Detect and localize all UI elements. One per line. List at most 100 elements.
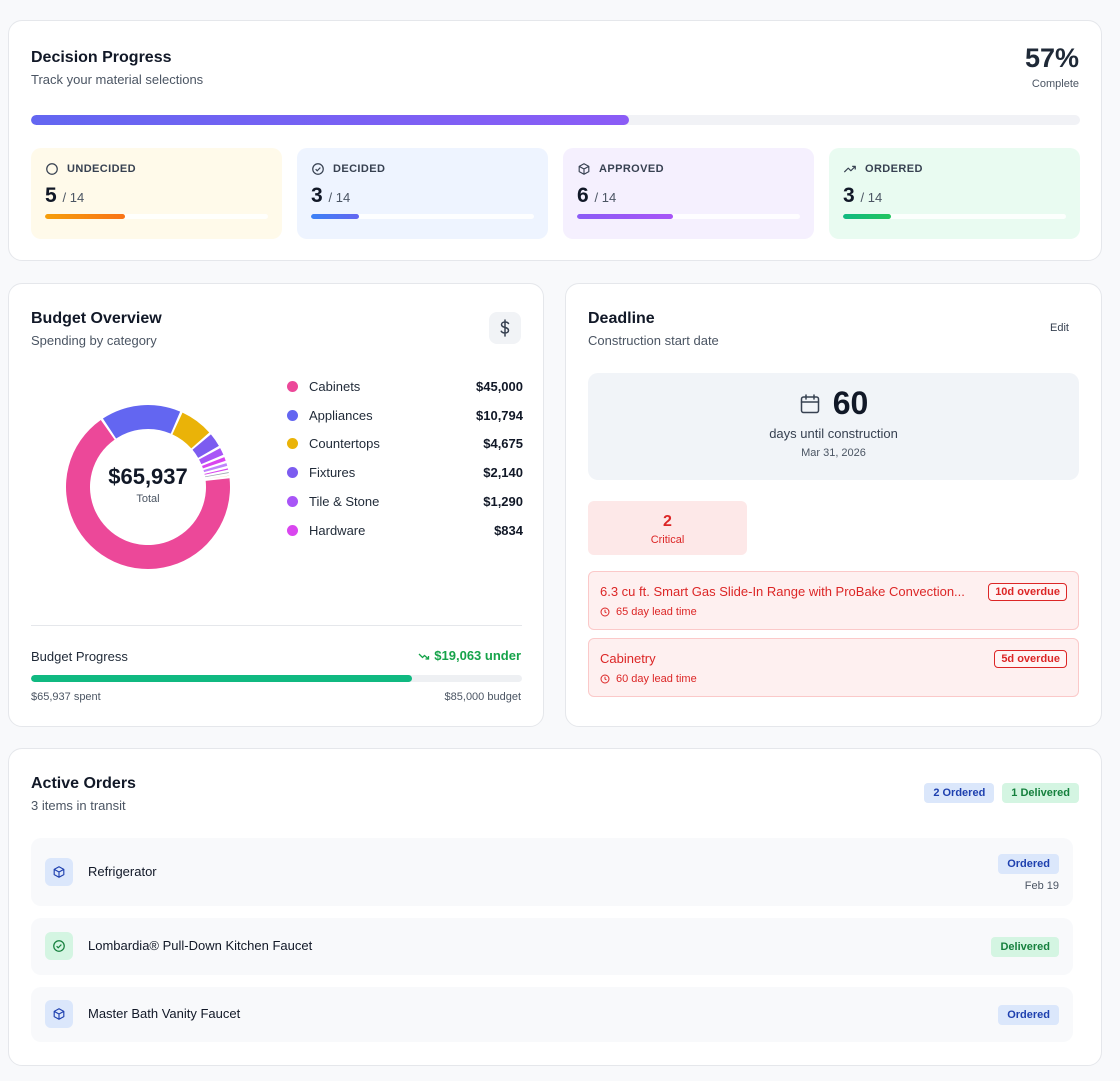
budget-donut-chart: [65, 405, 230, 569]
stat-total: / 14: [860, 190, 883, 205]
order-row[interactable]: Master Bath Vanity Faucet Ordered: [31, 987, 1073, 1042]
check-circle-icon: [312, 163, 324, 175]
legend-item: Cabinets $45,000: [287, 372, 523, 401]
days-label: days until construction: [769, 426, 898, 441]
stat-total: / 14: [594, 190, 617, 205]
legend-category: Cabinets: [309, 378, 361, 394]
stat-progress-bar: [311, 214, 534, 219]
order-status-badge: Delivered: [991, 937, 1059, 957]
legend-value: $834: [494, 522, 523, 538]
legend-color-dot: [287, 467, 298, 479]
ordered-count-badge: 2 Ordered: [924, 783, 995, 803]
stat-progress-bar: [45, 214, 268, 219]
order-status-badge: Ordered: [998, 854, 1059, 874]
deadline-subtitle: Construction start date: [588, 333, 719, 348]
lead-time: 65 day lead time: [616, 606, 697, 618]
order-name: Master Bath Vanity Faucet: [88, 1006, 241, 1021]
lead-time: 60 day lead time: [616, 673, 697, 685]
check-circle-icon: [45, 932, 73, 960]
order-name: Refrigerator: [88, 864, 157, 879]
legend-category: Countertops: [309, 436, 380, 452]
donut-slice-cabinets[interactable]: [65, 419, 230, 569]
decision-progress-card: Decision Progress Track your material se…: [8, 20, 1102, 261]
stat-label: ORDERED: [865, 163, 923, 175]
package-icon: [45, 858, 73, 886]
order-row[interactable]: Refrigerator Ordered Feb 19: [31, 838, 1073, 906]
stat-label: DECIDED: [333, 163, 386, 175]
budget-under: $19,063 under: [418, 648, 521, 663]
clock-icon: [600, 674, 610, 684]
critical-count: 2: [663, 513, 672, 530]
stat-label: APPROVED: [599, 163, 664, 175]
budget-progress-bar: [31, 675, 522, 682]
dollar-icon[interactable]: [489, 312, 521, 344]
legend-color-dot: [287, 409, 298, 421]
donut-center: $65,937 Total: [63, 464, 233, 505]
active-orders-card: Active Orders 3 items in transit 2 Order…: [8, 748, 1102, 1066]
donut-slice-countertops[interactable]: [172, 412, 210, 449]
overdue-badge: 10d overdue: [988, 583, 1067, 601]
donut-slice-appliances[interactable]: [102, 405, 181, 439]
budget-total-amount: $85,000 budget: [444, 691, 521, 703]
overdue-badge: 5d overdue: [994, 650, 1067, 668]
divider: [31, 625, 522, 626]
days-count: 60: [832, 385, 869, 421]
percent-value: 57%: [1024, 43, 1079, 73]
circle-icon: [46, 163, 58, 175]
legend-value: $10,794: [476, 407, 523, 423]
legend-category: Appliances: [309, 407, 373, 423]
stat-count: 5: [45, 184, 57, 207]
order-name: Lombardia® Pull-Down Kitchen Faucet: [88, 938, 313, 953]
stat-ordered[interactable]: ORDERED 3 / 14: [829, 148, 1080, 239]
budget-total-label: Total: [136, 493, 160, 505]
stat-count: 6: [577, 184, 589, 207]
donut-slice-other[interactable]: [205, 475, 230, 480]
stat-progress-bar: [577, 214, 800, 219]
budget-under-value: $19,063 under: [434, 648, 521, 663]
legend-item: Countertops $4,675: [287, 430, 523, 459]
orders-subtitle: 3 items in transit: [31, 798, 126, 813]
trending-up-icon: [843, 165, 856, 173]
donut-slice-tile-stone[interactable]: [199, 448, 224, 465]
stat-progress-fill: [311, 214, 359, 219]
overdue-item-name: 6.3 cu ft. Smart Gas Slide-In Range with…: [600, 584, 965, 599]
donut-slice-other[interactable]: [204, 468, 229, 475]
stat-approved[interactable]: APPROVED 6 / 14: [563, 148, 814, 239]
progress-title: Decision Progress: [31, 49, 172, 66]
days-until-box: 60 days until construction Mar 31, 2026: [588, 373, 1079, 480]
legend-value: $2,140: [483, 465, 523, 481]
donut-slice-other[interactable]: [205, 472, 229, 478]
legend-color-dot: [287, 438, 298, 450]
deadline-card: Deadline Construction start date Edit 60…: [565, 283, 1102, 727]
critical-label: Critical: [650, 534, 685, 546]
legend-color-dot: [287, 524, 298, 536]
edit-button[interactable]: Edit: [1050, 322, 1069, 334]
legend-item: Fixtures $2,140: [287, 458, 523, 487]
stat-total: / 14: [328, 190, 351, 205]
budget-legend: Cabinets $45,000 Appliances $10,794 Countert…: [287, 372, 523, 545]
percent-complete: 57% Complete: [1025, 43, 1079, 90]
budget-progress-fill: [31, 675, 412, 682]
package-icon: [45, 1000, 73, 1028]
critical-box[interactable]: 2 Critical: [588, 501, 747, 555]
legend-category: Fixtures: [309, 465, 356, 481]
budget-title: Budget Overview: [31, 310, 162, 327]
stat-decided[interactable]: DECIDED 3 / 14: [297, 148, 548, 239]
deadline-date: Mar 31, 2026: [801, 447, 866, 459]
order-row[interactable]: Lombardia® Pull-Down Kitchen Faucet Deli…: [31, 918, 1073, 975]
donut-slice-hardware[interactable]: [202, 457, 226, 469]
stat-label: UNDECIDED: [67, 163, 136, 175]
budget-overview-card: Budget Overview Spending by category $65…: [8, 283, 544, 727]
overall-progress-bar: [31, 115, 1080, 125]
donut-slice-other[interactable]: [203, 463, 228, 473]
stat-undecided[interactable]: UNDECIDED 5 / 14: [31, 148, 282, 239]
legend-item: Tile & Stone $1,290: [287, 487, 523, 516]
overdue-item[interactable]: Cabinetry 60 day lead time 5d overdue: [588, 638, 1079, 697]
overdue-item-name: Cabinetry: [600, 651, 656, 666]
stat-progress-fill: [45, 214, 125, 219]
donut-slice-fixtures[interactable]: [192, 434, 219, 458]
legend-category: Tile & Stone: [309, 494, 380, 510]
order-date: Feb 19: [1024, 880, 1059, 892]
overdue-item[interactable]: 6.3 cu ft. Smart Gas Slide-In Range with…: [588, 571, 1079, 630]
legend-value: $4,675: [483, 436, 523, 452]
